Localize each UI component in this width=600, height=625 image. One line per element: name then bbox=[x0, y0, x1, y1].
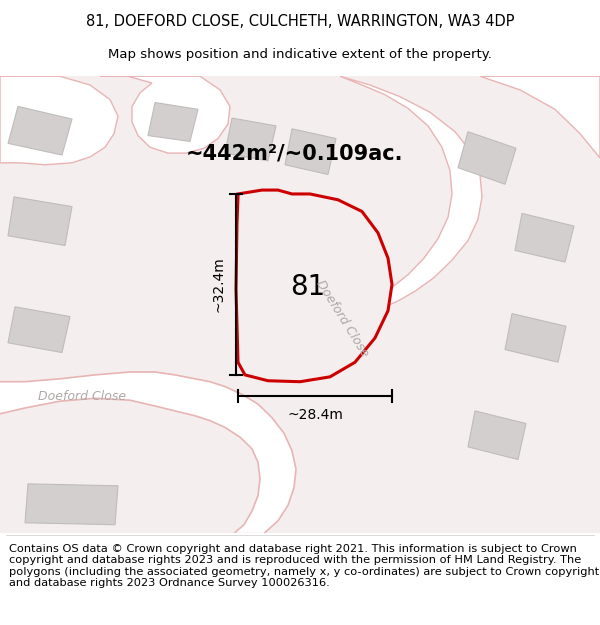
Text: Doeford Close: Doeford Close bbox=[38, 390, 126, 402]
Polygon shape bbox=[340, 76, 482, 311]
Text: Doeford Close: Doeford Close bbox=[313, 278, 371, 359]
Polygon shape bbox=[0, 76, 600, 532]
Polygon shape bbox=[225, 118, 276, 161]
Polygon shape bbox=[0, 372, 296, 532]
Polygon shape bbox=[505, 314, 566, 362]
Polygon shape bbox=[285, 129, 336, 174]
Polygon shape bbox=[0, 76, 118, 165]
Polygon shape bbox=[8, 197, 72, 246]
Polygon shape bbox=[515, 213, 574, 262]
Polygon shape bbox=[8, 106, 72, 155]
Polygon shape bbox=[458, 132, 516, 184]
Polygon shape bbox=[100, 76, 230, 153]
Polygon shape bbox=[468, 411, 526, 459]
Text: Map shows position and indicative extent of the property.: Map shows position and indicative extent… bbox=[108, 48, 492, 61]
Text: ~32.4m: ~32.4m bbox=[212, 256, 226, 312]
Text: 81: 81 bbox=[290, 273, 326, 301]
Polygon shape bbox=[148, 102, 198, 141]
Polygon shape bbox=[480, 76, 600, 158]
Text: Contains OS data © Crown copyright and database right 2021. This information is : Contains OS data © Crown copyright and d… bbox=[9, 544, 599, 588]
Polygon shape bbox=[8, 307, 70, 352]
Text: 81, DOEFORD CLOSE, CULCHETH, WARRINGTON, WA3 4DP: 81, DOEFORD CLOSE, CULCHETH, WARRINGTON,… bbox=[86, 14, 514, 29]
Text: ~442m²/~0.109ac.: ~442m²/~0.109ac. bbox=[186, 143, 404, 163]
Text: ~28.4m: ~28.4m bbox=[287, 408, 343, 422]
Polygon shape bbox=[25, 484, 118, 525]
Polygon shape bbox=[236, 190, 392, 382]
